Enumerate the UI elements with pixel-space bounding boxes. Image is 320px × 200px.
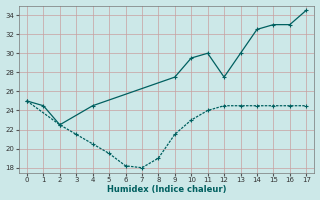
X-axis label: Humidex (Indice chaleur): Humidex (Indice chaleur) — [107, 185, 226, 194]
